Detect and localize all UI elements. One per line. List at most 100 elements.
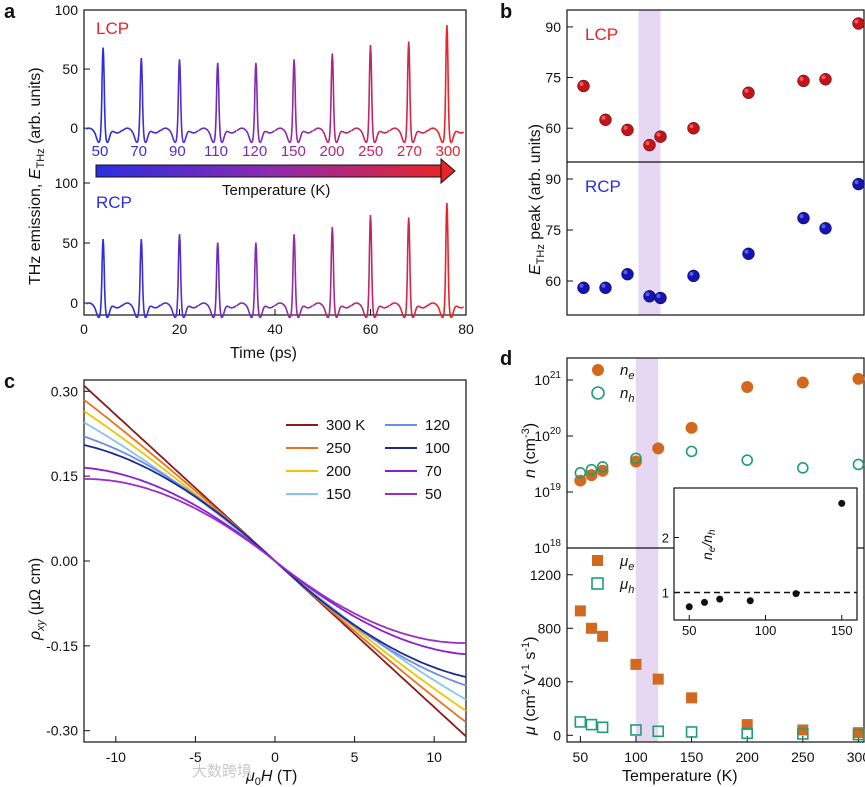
mue-point — [741, 719, 753, 731]
legend-label: 50 — [425, 486, 442, 503]
temperature-label: 120 — [242, 143, 267, 160]
y-tick-label-c: 0.15 — [51, 468, 78, 484]
legend-marker — [591, 386, 605, 400]
panel-c: -10 -5 0 5 10 -0.30 -0.15 0.00 0.15 0.30 300 K 250… — [27, 379, 467, 787]
shaded-band-d — [635, 358, 659, 742]
legend-d: ne nh μe μh — [591, 362, 634, 596]
inset-y-tick-label: 1 — [662, 586, 669, 601]
rcp-trace — [121, 238, 161, 319]
rcp-point — [742, 247, 755, 261]
rcp-point-highlight — [689, 271, 694, 276]
legend-label: 100 — [425, 440, 450, 457]
rcp-trace — [85, 238, 123, 319]
x-tick-label-d: 200 — [736, 749, 760, 765]
legend-label: 250 — [326, 440, 351, 457]
lcp-trace — [274, 59, 314, 144]
inset-ratio-point — [792, 590, 800, 598]
rcp-point-highlight — [821, 224, 826, 229]
y-tick-label-b: 90 — [545, 171, 561, 187]
legend-marker — [592, 364, 604, 376]
legend-marker — [591, 577, 604, 590]
lcp-point-highlight — [799, 76, 804, 81]
inset-y-label: ne/nh — [699, 529, 718, 560]
y-tick-label-b: 75 — [545, 222, 561, 238]
rcp-trace — [427, 202, 465, 319]
inset-x-tick-label: 50 — [682, 623, 696, 638]
x-tick-label-c: -5 — [189, 749, 202, 765]
rcp-point — [599, 281, 612, 294]
lcp-trace — [198, 62, 237, 144]
x-tick-label-d: 100 — [624, 749, 648, 765]
mue-point — [686, 692, 698, 704]
ne-point — [629, 455, 642, 468]
x-tick-label-a: 60 — [363, 321, 379, 337]
nh-point — [585, 463, 598, 476]
lcp-point — [599, 113, 612, 126]
inset-frame — [673, 487, 858, 621]
rcp-point — [687, 269, 700, 283]
inset-ratio-point — [716, 595, 724, 603]
lcp-point — [654, 130, 667, 143]
rcp-trace — [236, 242, 275, 319]
temperature-label: 110 — [204, 143, 228, 160]
panel-label-a: a — [4, 1, 16, 23]
lcp-trace — [427, 24, 465, 144]
y-tick-label-a: 50 — [62, 235, 78, 251]
inset-ratio-point — [701, 598, 708, 606]
lcp-trace — [389, 41, 429, 144]
mue-point — [797, 724, 809, 736]
watermark: 大数跨境 — [192, 762, 252, 780]
rcp-point-highlight — [799, 214, 804, 219]
rcp-point — [577, 281, 590, 294]
lcp-point-highlight — [623, 125, 628, 130]
lcp-label-a: LCP — [96, 19, 129, 38]
mue-point — [574, 605, 586, 617]
inset-y-tick-label: 2 — [662, 531, 669, 546]
lcp-trace — [312, 53, 352, 144]
lcp-point — [687, 122, 700, 135]
lcp-trace — [121, 58, 161, 144]
panel-a: LCP RCP 50 70 90 110 120 150 200 250 270 300 Temp… — [27, 2, 474, 362]
lcp-point-highlight — [645, 141, 650, 146]
rcp-point — [797, 211, 810, 225]
y-tick-label-d-top: 1020 — [534, 426, 561, 444]
rcp-trace — [159, 234, 199, 319]
x-axis-label-d: Temperature (K) — [622, 768, 738, 785]
temperature-arrow-bar — [95, 164, 442, 178]
rcp-point — [621, 268, 634, 281]
ne-point — [852, 372, 865, 385]
y-tick-label-a: 100 — [55, 175, 79, 191]
temperature-labels: 50 70 90 110 120 150 200 250 270 300 — [92, 143, 461, 160]
legend-label: 150 — [326, 486, 351, 503]
nh-point — [630, 452, 642, 465]
rcp-trace — [274, 234, 314, 319]
y-axis-label-d-bottom: μ (cm2 V-1 s-1) — [520, 637, 539, 736]
rcp-label-b: RCP — [585, 177, 621, 196]
mue-point — [652, 673, 664, 685]
x-tick-label-d: 150 — [680, 749, 704, 765]
rcp-trace — [198, 242, 237, 319]
axes-frame-d — [566, 357, 865, 743]
y-tick-label-d-top: 1019 — [534, 482, 561, 500]
muh-point — [685, 726, 698, 738]
nh-point — [741, 454, 754, 466]
temperature-label: 50 — [92, 143, 109, 160]
lcp-trace — [350, 45, 390, 144]
nh-point — [852, 458, 865, 471]
legend-label: 120 — [425, 417, 450, 434]
x-tick-label-c: 10 — [426, 749, 442, 765]
panel-b: 60 75 90 60 75 90 LCP RCP ETHz peak (arb. uni… — [527, 9, 865, 316]
y-tick-label-d-bottom: 0 — [553, 727, 561, 743]
rcp-point — [654, 291, 667, 305]
y-tick-label-a: 50 — [62, 61, 78, 77]
lcp-point — [742, 86, 755, 99]
rcp-point — [643, 290, 656, 303]
x-tick-label-a: 0 — [80, 321, 88, 337]
lcp-trace — [159, 59, 199, 144]
rho-curve — [84, 478, 466, 644]
y-tick-label-d-bottom: 800 — [538, 620, 562, 636]
ne-point — [596, 464, 609, 477]
rcp-point-highlight — [744, 249, 749, 254]
x-tick-label-c: 0 — [271, 749, 279, 765]
